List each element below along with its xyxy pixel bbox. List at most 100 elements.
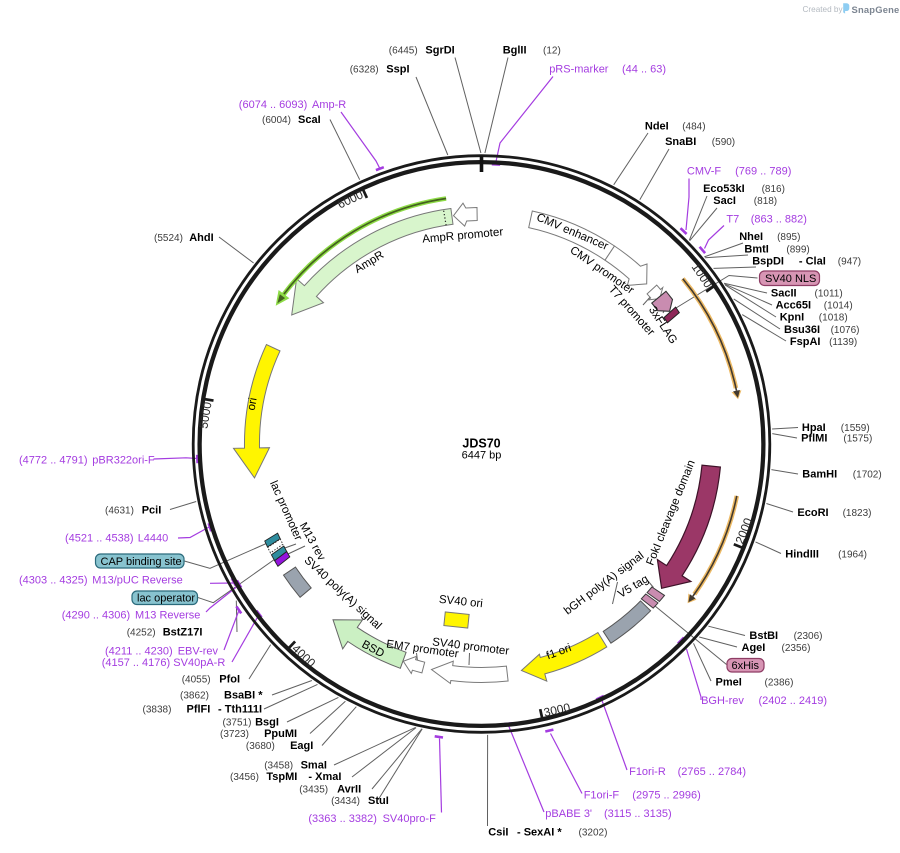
svg-text:SacI: SacI	[713, 195, 736, 207]
svg-text:(895): (895)	[777, 232, 800, 243]
svg-text:PflMI: PflMI	[801, 433, 827, 445]
svg-text:(2402 .. 2419): (2402 .. 2419)	[759, 695, 828, 707]
svg-text:- ClaI: - ClaI	[799, 255, 826, 267]
svg-text:NheI: NheI	[739, 231, 763, 243]
svg-text:(2356): (2356)	[782, 643, 811, 654]
svg-text:BspDI: BspDI	[752, 255, 784, 267]
svg-text:(4157 .. 4176): (4157 .. 4176)	[102, 657, 171, 669]
svg-text:PmeI: PmeI	[716, 676, 742, 688]
svg-text:(12): (12)	[543, 45, 561, 56]
svg-text:KpnI: KpnI	[780, 312, 804, 324]
svg-text:(3723): (3723)	[220, 729, 249, 740]
svg-text:FspAI: FspAI	[790, 336, 821, 348]
svg-text:(863 .. 882): (863 .. 882)	[751, 213, 807, 225]
svg-text:Eco53kI: Eco53kI	[703, 183, 745, 195]
svg-text:(2975 .. 2996): (2975 .. 2996)	[632, 789, 701, 801]
svg-text:BstBI: BstBI	[749, 630, 778, 642]
svg-text:BamHI: BamHI	[802, 468, 837, 480]
svg-text:- Tth111I: - Tth111I	[218, 704, 262, 716]
svg-text:SV40pA-R: SV40pA-R	[173, 657, 225, 669]
svg-text:pBR322ori-F: pBR322ori-F	[92, 454, 155, 466]
svg-text:SV40 NLS: SV40 NLS	[765, 273, 816, 285]
svg-text:Acc65I: Acc65I	[776, 300, 811, 312]
svg-text:BsaBI *: BsaBI *	[224, 690, 263, 702]
svg-text:SspI: SspI	[386, 63, 409, 75]
svg-text:(3751): (3751)	[223, 718, 252, 729]
svg-text:(1018): (1018)	[819, 313, 848, 324]
svg-text:(4631): (4631)	[105, 505, 134, 516]
svg-text:(4290 .. 4306): (4290 .. 4306)	[62, 609, 131, 621]
svg-text:SmaI: SmaI	[301, 759, 327, 771]
svg-text:HindIII: HindIII	[785, 548, 819, 560]
svg-text:(1014): (1014)	[824, 301, 853, 312]
svg-text:(6328): (6328)	[350, 64, 379, 75]
svg-text:(3838): (3838)	[143, 705, 172, 716]
svg-text:BmtI: BmtI	[744, 243, 768, 255]
svg-text:EagI: EagI	[290, 740, 313, 752]
svg-text:AhdI: AhdI	[189, 232, 213, 244]
svg-text:(3456): (3456)	[230, 772, 259, 783]
svg-text:SnaBI: SnaBI	[665, 136, 696, 148]
svg-text:(3115 .. 3135): (3115 .. 3135)	[604, 808, 672, 820]
svg-text:(2306): (2306)	[794, 631, 823, 642]
svg-text:M13/pUC Reverse: M13/pUC Reverse	[92, 574, 182, 586]
svg-text:SV40pro-F: SV40pro-F	[383, 813, 436, 825]
svg-text:M13 Reverse: M13 Reverse	[135, 609, 200, 621]
svg-text:(3862): (3862)	[180, 691, 209, 702]
svg-text:JDS70: JDS70	[462, 437, 500, 451]
svg-text:(4252): (4252)	[127, 628, 156, 639]
svg-text:EcoRI: EcoRI	[797, 507, 828, 519]
svg-text:(6445): (6445)	[389, 45, 418, 56]
svg-text:lac operator: lac operator	[137, 593, 195, 605]
svg-text:BsgI: BsgI	[255, 717, 279, 729]
svg-text:PciI: PciI	[142, 504, 162, 516]
svg-text:SnapGene: SnapGene	[852, 4, 900, 15]
svg-text:TspMI: TspMI	[266, 771, 297, 783]
svg-text:(3202): (3202)	[579, 828, 608, 839]
svg-text:(1575): (1575)	[843, 434, 872, 445]
svg-text:pBABE 3': pBABE 3'	[545, 808, 592, 820]
svg-text:(4055): (4055)	[182, 675, 211, 686]
svg-text:EBV-rev: EBV-rev	[178, 645, 219, 657]
svg-text:(1076): (1076)	[831, 325, 860, 336]
svg-text:(3458): (3458)	[264, 760, 293, 771]
svg-text:- XmaI: - XmaI	[308, 771, 341, 783]
svg-text:BstZ17I: BstZ17I	[163, 627, 203, 639]
svg-text:(3434): (3434)	[331, 796, 360, 807]
svg-text:L4440: L4440	[138, 533, 169, 545]
svg-text:(2765 .. 2784): (2765 .. 2784)	[678, 766, 747, 778]
svg-text:F1ori-R: F1ori-R	[629, 766, 666, 778]
svg-text:(44 .. 63): (44 .. 63)	[622, 63, 666, 75]
svg-text:6xHis: 6xHis	[732, 660, 760, 672]
svg-text:(818): (818)	[754, 196, 777, 207]
svg-text:(5524): (5524)	[154, 233, 183, 244]
svg-text:(3435): (3435)	[299, 785, 328, 796]
svg-text:Amp-R: Amp-R	[312, 99, 346, 111]
svg-text:- SexAI *: - SexAI *	[517, 827, 562, 839]
svg-text:AvrII: AvrII	[337, 784, 361, 796]
svg-text:PfoI: PfoI	[219, 674, 240, 686]
svg-text:(4521 .. 4538): (4521 .. 4538)	[65, 533, 134, 545]
svg-text:ori: ori	[246, 397, 260, 412]
svg-text:PpuMI: PpuMI	[264, 728, 297, 740]
svg-text:(590): (590)	[712, 137, 735, 148]
svg-text:(6074 .. 6093): (6074 .. 6093)	[239, 99, 307, 111]
svg-text:(4303 .. 4325): (4303 .. 4325)	[19, 574, 88, 586]
svg-text:Bsu36I: Bsu36I	[784, 324, 820, 336]
svg-text:T7: T7	[726, 213, 739, 225]
svg-text:(1139): (1139)	[829, 337, 857, 348]
svg-text:SacII: SacII	[771, 288, 797, 300]
svg-text:pRS-marker: pRS-marker	[549, 63, 609, 75]
svg-text:CsiI: CsiI	[488, 827, 508, 839]
svg-text:(899): (899)	[786, 244, 809, 255]
svg-text:NdeI: NdeI	[645, 121, 669, 133]
svg-text:(4211 .. 4230): (4211 .. 4230)	[105, 645, 173, 657]
svg-text:(1559): (1559)	[841, 423, 870, 434]
svg-text:SgrDI: SgrDI	[425, 44, 454, 56]
svg-text:(6004): (6004)	[262, 115, 291, 126]
svg-text:(947): (947)	[838, 256, 861, 267]
svg-text:(3680): (3680)	[246, 741, 275, 752]
svg-text:StuI: StuI	[368, 795, 389, 807]
svg-text:6447 bp: 6447 bp	[462, 450, 502, 462]
svg-text:CMV-F: CMV-F	[687, 166, 722, 178]
